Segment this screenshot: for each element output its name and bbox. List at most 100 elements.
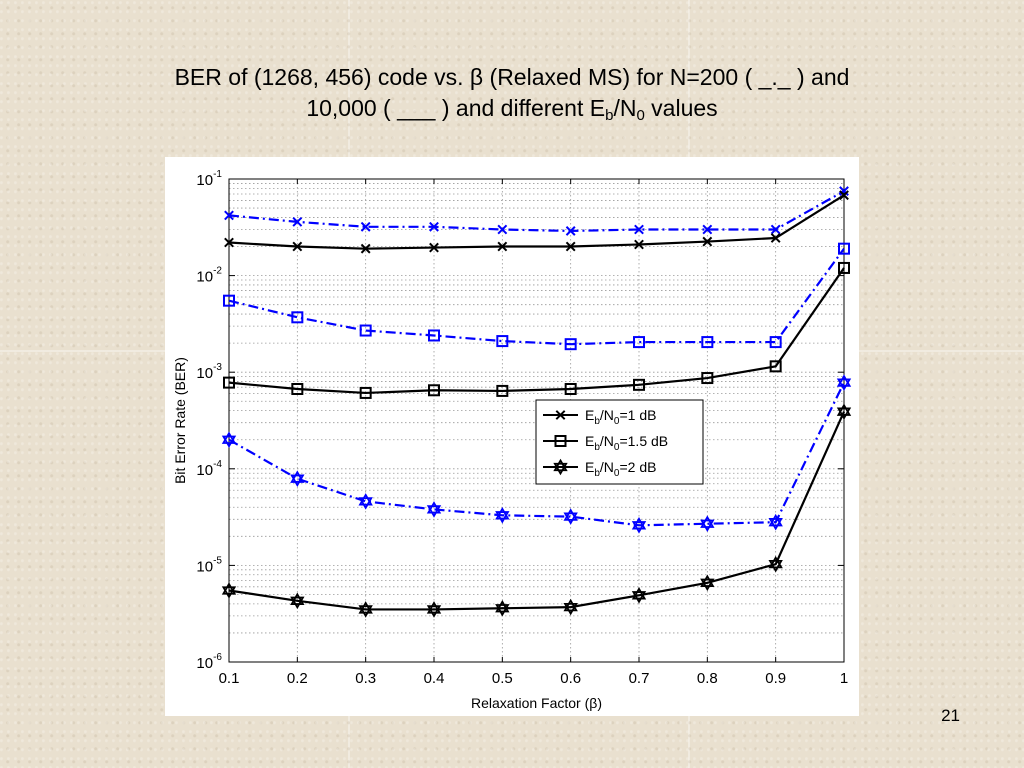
data-point [221,582,237,599]
legend-marker [555,410,566,420]
data-point [700,574,715,592]
y-axis-label: Bit Error Rate (BER) [172,357,188,484]
x-tick-label: 0.4 [424,670,445,687]
series-2 [224,190,849,254]
hexagram-triangle-up [290,470,305,483]
hexagram-triangle-down [495,511,510,524]
y-tick-label: 10-6 [196,652,222,672]
x-tick-label: 0.8 [697,670,718,687]
data-point [768,555,783,573]
data-point [770,224,781,235]
data-point [633,336,645,349]
data-point [769,360,782,373]
hexagram-triangle-down [426,505,442,518]
hexagram-triangle-down [836,407,852,420]
hexagram-triangle-up [495,507,510,520]
hexagram-triangle-up [290,592,305,605]
data-point [564,338,577,351]
hexagram-triangle-down [495,604,510,617]
data-point [429,221,439,232]
data-point [768,513,783,531]
x-tick-label: 0.1 [219,670,240,687]
series-line [228,248,845,346]
data-point [836,374,852,391]
title-subscript-0: 0 [636,107,645,124]
data-point [224,237,234,248]
data-point [634,239,644,250]
series-line [228,382,845,527]
series-3 [223,242,850,351]
x-tick-label: 0.6 [560,670,581,687]
data-point [565,226,576,236]
data-point [702,236,713,247]
y-tick-label: 10-3 [196,362,222,382]
data-point [634,224,644,235]
hexagram-triangle-up [563,598,578,612]
data-point [426,601,442,618]
legend-item: Eb/N0=1.5 dB [543,433,668,453]
data-point [497,224,508,235]
data-point [701,336,714,349]
data-point [838,261,850,274]
hexagram-triangle-down [563,512,578,525]
legend-item: Eb/N0=2 dB [543,458,656,479]
data-point [702,224,713,235]
y-tick-label: 10-5 [196,555,222,575]
hexagram-triangle-down [700,519,715,533]
data-point [290,470,305,487]
data-point [495,599,510,617]
slide-title: BER of (1268, 456) code vs. β (Relaxed M… [60,62,964,124]
x-axis-label: Relaxation Factor (β) [471,695,602,711]
hexagram-triangle-down [426,605,442,618]
data-point [224,210,234,221]
hexagram-triangle-up [700,515,715,528]
data-point [360,243,371,254]
hexagram-triangle-up [700,574,715,587]
series-6 [221,403,852,618]
hexagram-triangle-down [290,596,305,610]
hexagram-triangle-down [700,578,715,592]
data-point [429,242,439,253]
data-point [428,329,440,342]
hexagram-triangle-up [768,555,783,569]
hexagram-triangle-up [426,601,442,614]
x-tick-label: 1 [840,670,848,687]
hexagram-triangle-up [631,587,647,600]
data-point [292,241,303,252]
series-line [228,267,845,395]
data-point [292,216,303,227]
data-point [290,592,305,610]
data-point [426,501,442,518]
title-line-2: 10,000 ( ___ ) and different Eb/N0 value… [60,93,964,124]
data-point [838,242,850,255]
series-5 [221,374,852,534]
data-point [564,383,577,396]
data-point [497,241,508,252]
data-point [631,517,647,534]
legend-marker [553,458,568,476]
hexagram-triangle-down [358,497,373,510]
grid [229,179,844,662]
data-point [633,378,645,391]
hexagram-triangle-up [553,458,568,472]
hexagram-triangle-up [768,513,783,527]
hexagram-triangle-down [631,591,647,604]
hexagram-triangle-up [495,599,510,613]
hexagram-triangle-down [563,602,578,616]
data-point [428,384,440,397]
title-line-1: BER of (1268, 456) code vs. β (Relaxed M… [174,64,850,90]
data-point [836,403,852,420]
legend-label: Eb/N0=1 dB [585,407,656,427]
slide-number: 21 [941,706,960,725]
data-point [291,383,304,396]
hexagram-triangle-down [221,586,237,599]
x-tick-label: 0.9 [765,670,786,687]
data-point [839,186,849,196]
data-point [291,311,304,324]
hexagram-triangle-up [358,493,373,506]
data-point [358,601,373,618]
hexagram-triangle-down [221,435,237,449]
x-tick-label: 0.7 [629,670,650,687]
title-line-2-start: 10,000 ( ___ ) and different E [306,95,606,121]
chart-panel: 0.1 0.2 0.3 0.4 0.5 0.6 0.7 0.8 0.9 1 10-1 10-2 10-3… [165,157,859,716]
